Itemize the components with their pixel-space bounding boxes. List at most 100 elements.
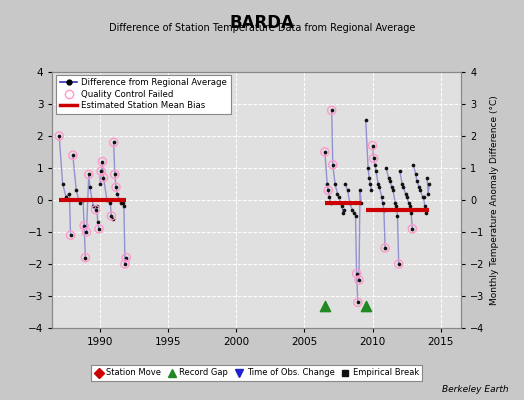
Point	[369, 155, 378, 162]
Point	[355, 277, 363, 283]
Point	[91, 206, 100, 213]
Point	[398, 181, 406, 187]
Point	[355, 277, 363, 283]
Point	[339, 210, 347, 216]
Point	[350, 210, 358, 216]
Point	[67, 232, 75, 238]
Point	[329, 162, 337, 168]
Point	[415, 184, 423, 190]
Point	[333, 190, 342, 197]
Point	[84, 171, 93, 178]
Point	[75, 200, 84, 206]
Point	[372, 168, 380, 174]
Point	[356, 187, 364, 194]
Point	[354, 299, 362, 306]
Text: BARDA: BARDA	[230, 14, 294, 32]
Point	[337, 203, 346, 210]
Y-axis label: Monthly Temperature Anomaly Difference (°C): Monthly Temperature Anomaly Difference (…	[490, 95, 499, 305]
Point	[69, 152, 77, 158]
Point	[401, 190, 410, 197]
Point	[96, 181, 104, 187]
Point	[354, 299, 362, 306]
Point	[84, 171, 93, 178]
Point	[407, 210, 416, 216]
Point	[375, 184, 384, 190]
Point	[67, 232, 75, 238]
Point	[392, 203, 401, 210]
Point	[95, 226, 103, 232]
Point	[326, 200, 335, 206]
Point	[321, 302, 329, 309]
Point	[424, 190, 432, 197]
Point	[379, 200, 387, 206]
Point	[365, 174, 374, 181]
Point	[380, 206, 388, 213]
Point	[418, 194, 427, 200]
Point	[346, 200, 354, 206]
Point	[408, 226, 417, 232]
Point	[420, 194, 428, 200]
Point	[399, 184, 408, 190]
Point	[369, 155, 378, 162]
Point	[362, 117, 370, 123]
Point	[381, 245, 389, 251]
Point	[416, 187, 424, 194]
Point	[121, 261, 129, 267]
Point	[405, 200, 413, 206]
Point	[108, 216, 117, 222]
Point	[324, 187, 333, 194]
Point	[98, 158, 106, 165]
Point	[100, 174, 108, 181]
Point	[366, 181, 375, 187]
Point	[384, 174, 392, 181]
Point	[352, 213, 360, 219]
Point	[329, 162, 337, 168]
Point	[80, 222, 89, 229]
Point	[364, 165, 372, 171]
Point	[105, 197, 113, 203]
Point	[324, 187, 333, 194]
Point	[97, 168, 105, 174]
Point	[408, 226, 417, 232]
Point	[81, 254, 90, 261]
Point	[82, 229, 91, 235]
Point	[116, 200, 125, 206]
Point	[110, 139, 118, 146]
Point	[122, 254, 130, 261]
Point	[370, 162, 379, 168]
Point	[92, 203, 101, 210]
Point	[97, 168, 105, 174]
Point	[110, 139, 118, 146]
Point	[112, 184, 120, 190]
Point	[357, 200, 365, 206]
Point	[389, 187, 397, 194]
Point	[80, 222, 89, 229]
Point	[377, 194, 386, 200]
Point	[341, 181, 350, 187]
Point	[91, 206, 100, 213]
Point	[422, 210, 430, 216]
Text: Difference of Station Temperature Data from Regional Average: Difference of Station Temperature Data f…	[109, 23, 415, 33]
Point	[113, 190, 122, 197]
Point	[121, 261, 129, 267]
Point	[413, 178, 421, 184]
Point	[98, 158, 106, 165]
Point	[62, 194, 70, 200]
Point	[411, 171, 420, 178]
Point	[343, 187, 352, 194]
Point	[348, 206, 356, 213]
Point	[362, 302, 370, 309]
Point	[79, 197, 88, 203]
Point	[328, 107, 336, 114]
Point	[69, 152, 77, 158]
Point	[402, 194, 411, 200]
Point	[82, 229, 91, 235]
Point	[423, 174, 431, 181]
Point	[112, 184, 120, 190]
Point	[111, 171, 119, 178]
Point	[391, 200, 399, 206]
Point	[394, 213, 402, 219]
Point	[421, 203, 429, 210]
Point	[111, 171, 119, 178]
Point	[321, 149, 329, 155]
